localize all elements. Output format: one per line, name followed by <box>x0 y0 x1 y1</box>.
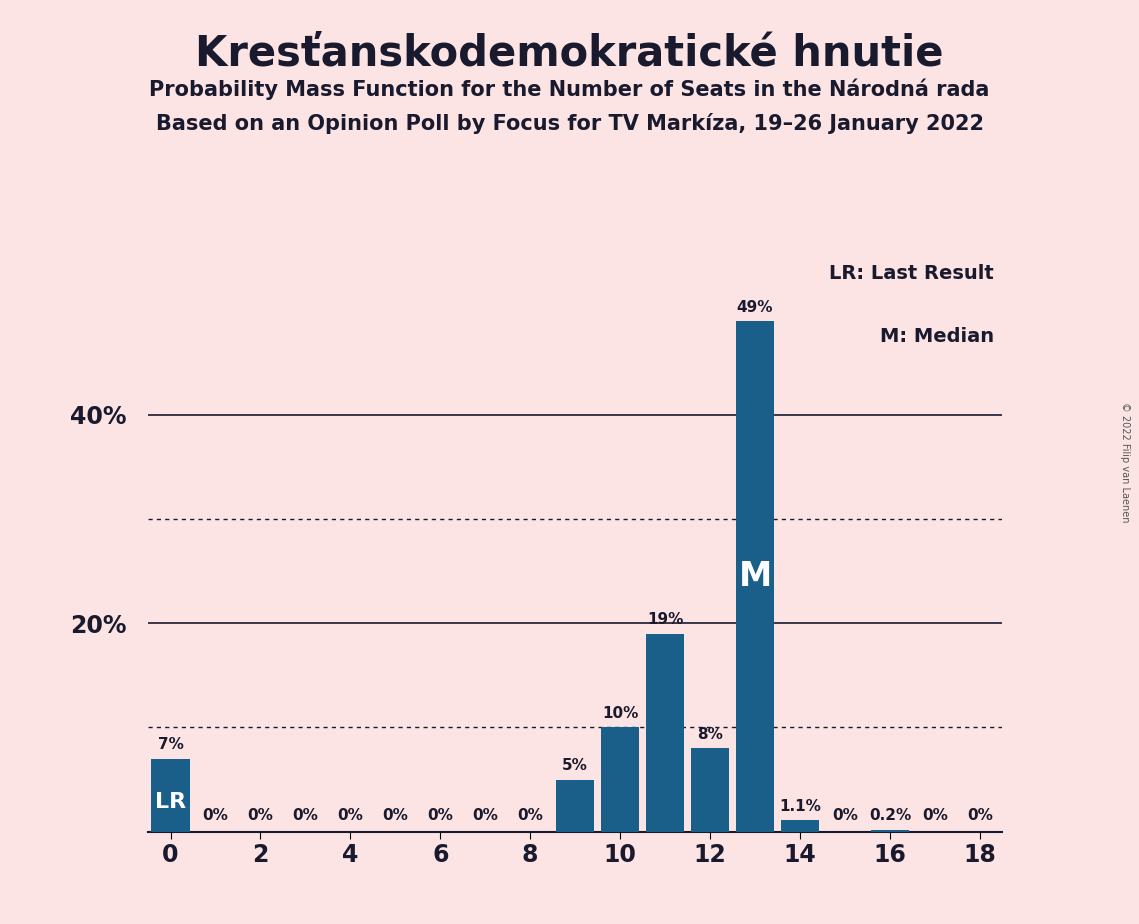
Text: 5%: 5% <box>563 759 588 773</box>
Text: 0.2%: 0.2% <box>869 808 911 823</box>
Text: Based on an Opinion Poll by Focus for TV Markíza, 19–26 January 2022: Based on an Opinion Poll by Focus for TV… <box>156 113 983 134</box>
Text: 0%: 0% <box>337 808 363 823</box>
Bar <box>691 748 729 832</box>
Text: 7%: 7% <box>157 737 183 752</box>
Text: 0%: 0% <box>967 808 993 823</box>
Text: LR: LR <box>155 793 186 812</box>
Text: 0%: 0% <box>831 808 858 823</box>
Bar <box>646 634 685 832</box>
Text: 0%: 0% <box>293 808 319 823</box>
Bar <box>781 821 819 832</box>
Bar <box>151 759 190 832</box>
Bar <box>601 727 639 832</box>
Text: 0%: 0% <box>427 808 453 823</box>
Text: 0%: 0% <box>517 808 543 823</box>
Text: © 2022 Filip van Laenen: © 2022 Filip van Laenen <box>1121 402 1130 522</box>
Text: 0%: 0% <box>203 808 229 823</box>
Text: Probability Mass Function for the Number of Seats in the Národná rada: Probability Mass Function for the Number… <box>149 79 990 100</box>
Text: 49%: 49% <box>737 300 773 315</box>
Text: 10%: 10% <box>603 706 638 722</box>
Text: Kresťanskodemokratické hnutie: Kresťanskodemokratické hnutie <box>195 32 944 74</box>
Text: 19%: 19% <box>647 613 683 627</box>
Bar <box>736 322 775 832</box>
Text: 1.1%: 1.1% <box>779 799 821 814</box>
Text: 0%: 0% <box>921 808 948 823</box>
Text: 0%: 0% <box>247 808 273 823</box>
Text: LR: Last Result: LR: Last Result <box>829 264 993 284</box>
Text: 0%: 0% <box>473 808 498 823</box>
Text: 0%: 0% <box>383 808 408 823</box>
Bar <box>871 830 909 832</box>
Text: M: M <box>738 560 771 593</box>
Text: 8%: 8% <box>697 727 723 742</box>
Bar <box>556 780 595 832</box>
Text: M: Median: M: Median <box>879 327 993 346</box>
